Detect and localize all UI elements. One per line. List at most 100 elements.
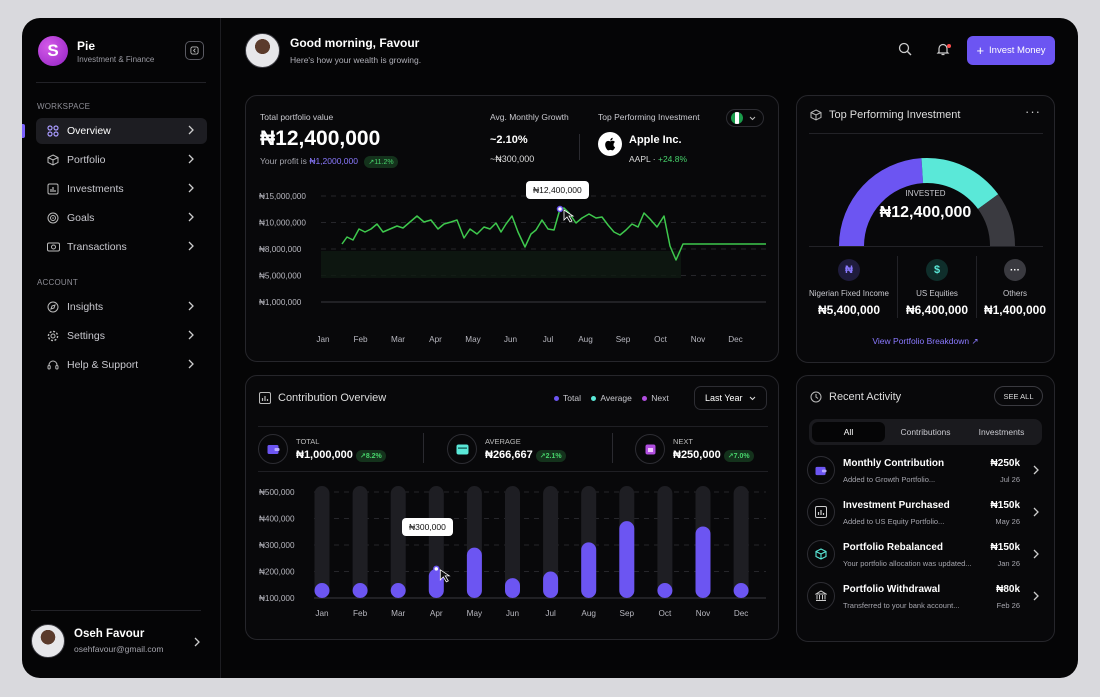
profit-badge: ↗11.2%: [364, 156, 398, 168]
portfolio-line-chart: ₦15,000,000 ₦10,000,000 ₦8,000,000 ₦5,000,0…: [259, 192, 766, 344]
sidebar-item-label: Overview: [67, 125, 111, 137]
top-investment-card: Top Performing Investment ··· INVESTED ₦…: [796, 95, 1055, 363]
sidebar-item-portfolio[interactable]: Portfolio: [36, 147, 207, 173]
x-tick-label: Apr: [429, 335, 442, 344]
chevron-right-icon: [188, 359, 194, 369]
sidebar-item-goals[interactable]: Goals: [36, 205, 207, 231]
chevron-right-icon: [188, 330, 194, 340]
user-profile-card[interactable]: Oseh Favour osehfavour@gmail.com: [31, 610, 201, 660]
country-select[interactable]: [726, 109, 764, 127]
x-tick-label: Jun: [504, 335, 518, 344]
notification-dot: [947, 44, 951, 48]
sidebar-item-overview[interactable]: Overview: [36, 118, 207, 144]
growth-label: Avg. Monthly Growth: [490, 112, 569, 122]
user-name: Oseh Favour: [74, 627, 145, 640]
bar-chart-icon: [46, 182, 60, 196]
activity-date: May 26: [995, 517, 1020, 526]
y-tick-label: ₦300,000: [259, 541, 295, 550]
sidebar: S Pie Investment & Finance WORKSPACE Ove…: [22, 18, 221, 678]
chevron-right-icon: [1033, 507, 1039, 517]
app-window: S Pie Investment & Finance WORKSPACE Ove…: [22, 18, 1078, 678]
x-tick-label: Jun: [506, 609, 520, 618]
sidebar-item-insights[interactable]: Insights: [36, 294, 207, 320]
activity-amount: ₦150k: [990, 542, 1020, 553]
brand-name: Pie: [77, 38, 96, 53]
greeting-title: Good morning, Favour: [290, 36, 420, 50]
portfolio-value-line: [341, 207, 766, 261]
chevron-right-icon: [188, 301, 194, 311]
dollar-icon: $: [926, 259, 948, 281]
x-tick-label: Oct: [659, 609, 672, 618]
profit-line: Your profit is ₦1,2000,000 ↗11.2%: [260, 156, 398, 168]
activity-item[interactable]: Monthly Contribution Added to Growth Por…: [797, 456, 1054, 496]
collapse-icon: [190, 46, 199, 55]
activity-subtitle: Added to Growth Portfolio...: [843, 475, 936, 484]
bar-track: [314, 486, 330, 598]
allocation-value: ₦5,400,000: [817, 303, 881, 317]
sidebar-item-investments[interactable]: Investments: [36, 176, 207, 202]
period-select[interactable]: Last Year: [694, 386, 767, 410]
invest-money-button[interactable]: + Invest Money: [967, 36, 1055, 65]
activity-title: Portfolio Withdrawal: [843, 584, 941, 595]
target-icon: [46, 211, 60, 225]
activity-item[interactable]: Investment Purchased Added to US Equity …: [797, 498, 1054, 538]
allocation-label: Nigerian Fixed Income: [808, 289, 890, 298]
tab-all[interactable]: All: [812, 422, 885, 442]
more-options-button[interactable]: ···: [1025, 104, 1041, 119]
sidebar-item-settings[interactable]: Settings: [36, 323, 207, 349]
account-label: ACCOUNT: [37, 278, 78, 287]
activity-date: Feb 26: [996, 601, 1020, 610]
top-investment-ticker: AAPL: [629, 154, 651, 164]
divider: [423, 433, 424, 463]
sidebar-item-transactions[interactable]: Transactions: [36, 234, 207, 260]
greeting-subtitle: Here's how your wealth is growing.: [290, 55, 422, 65]
activity-title: Investment Purchased: [843, 500, 950, 511]
cursor-icon: [439, 569, 451, 583]
profit-pct: 11.2%: [374, 159, 394, 166]
x-tick-label: Dec: [728, 335, 743, 344]
banknote-icon: [46, 240, 60, 254]
bar: [352, 583, 368, 598]
allocation-value: ₦1,400,000: [983, 303, 1047, 317]
portfolio-gauge: [839, 158, 1015, 246]
see-all-button[interactable]: SEE ALL: [994, 386, 1043, 406]
active-indicator: [22, 124, 25, 138]
allocation-label: Others: [1002, 289, 1027, 298]
view-breakdown-link[interactable]: View Portfolio Breakdown ↗: [797, 336, 1054, 347]
divider: [809, 133, 1043, 134]
collapse-sidebar-button[interactable]: [185, 41, 204, 60]
header-avatar[interactable]: [245, 33, 280, 68]
x-tick-label: Sep: [616, 335, 631, 344]
stat-label: AVERAGE: [485, 436, 521, 446]
tab-investments[interactable]: Investments: [978, 427, 1025, 437]
top-investment-title: Top Performing Investment: [829, 109, 961, 121]
activity-item[interactable]: Portfolio Rebalanced Your portfolio allo…: [797, 540, 1054, 580]
divider: [976, 256, 977, 318]
stat-label: TOTAL: [296, 436, 320, 446]
brand[interactable]: S Pie Investment & Finance: [38, 36, 154, 66]
bar-track: [543, 486, 559, 598]
chevron-right-icon: [188, 183, 194, 193]
recent-activity-card: Recent Activity SEE ALL All Contribution…: [796, 375, 1055, 642]
search-icon[interactable]: [898, 42, 912, 56]
sidebar-item-help[interactable]: Help & Support: [36, 352, 207, 378]
x-tick-label: Oct: [654, 335, 667, 344]
bar: [466, 547, 482, 598]
bar-track: [352, 486, 368, 598]
stat-value: ₦250,000 ↗7.0%: [673, 449, 754, 462]
compass-icon: [46, 300, 60, 314]
brand-subtitle: Investment & Finance: [77, 54, 155, 64]
contribution-bar-chart: ₦500,000 ₦400,000 ₦300,000 ₦200,000 ₦100,000…: [259, 486, 766, 618]
growth-pct: ~2.10%: [490, 134, 528, 146]
activity-title: Monthly Contribution: [843, 458, 945, 469]
sidebar-item-label: Insights: [67, 301, 104, 313]
activity-amount: ₦80k: [996, 584, 1020, 595]
tab-contributions[interactable]: Contributions: [900, 427, 951, 437]
x-tick-label: Mar: [391, 609, 405, 618]
portfolio-card: Total portfolio value ₦12,400,000 Your p…: [245, 95, 779, 362]
bell-icon[interactable]: [936, 42, 950, 56]
wallet-icon: [258, 434, 288, 464]
activity-item[interactable]: Portfolio Withdrawal Transferred to your…: [797, 582, 1054, 622]
y-tick-label: ₦500,000: [259, 488, 295, 497]
gear-icon: [46, 329, 60, 343]
